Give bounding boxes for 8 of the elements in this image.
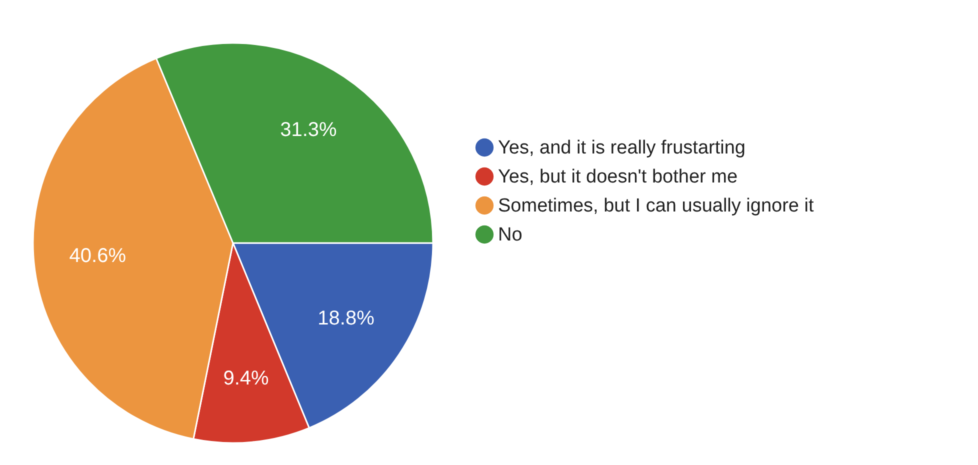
data-label: 18.8% <box>318 308 375 330</box>
data-label: 9.4% <box>223 367 270 390</box>
data-label: 40.6% <box>69 245 126 268</box>
legend-label: Yes, but it doesn't bother me <box>498 166 738 188</box>
legend-label: Sometimes, but I can usually ignore it <box>498 196 814 216</box>
legend-label: No <box>498 224 522 246</box>
data-label: 31.3% <box>280 118 338 141</box>
legend-label: Yes, and it is really frustarting <box>498 138 746 158</box>
